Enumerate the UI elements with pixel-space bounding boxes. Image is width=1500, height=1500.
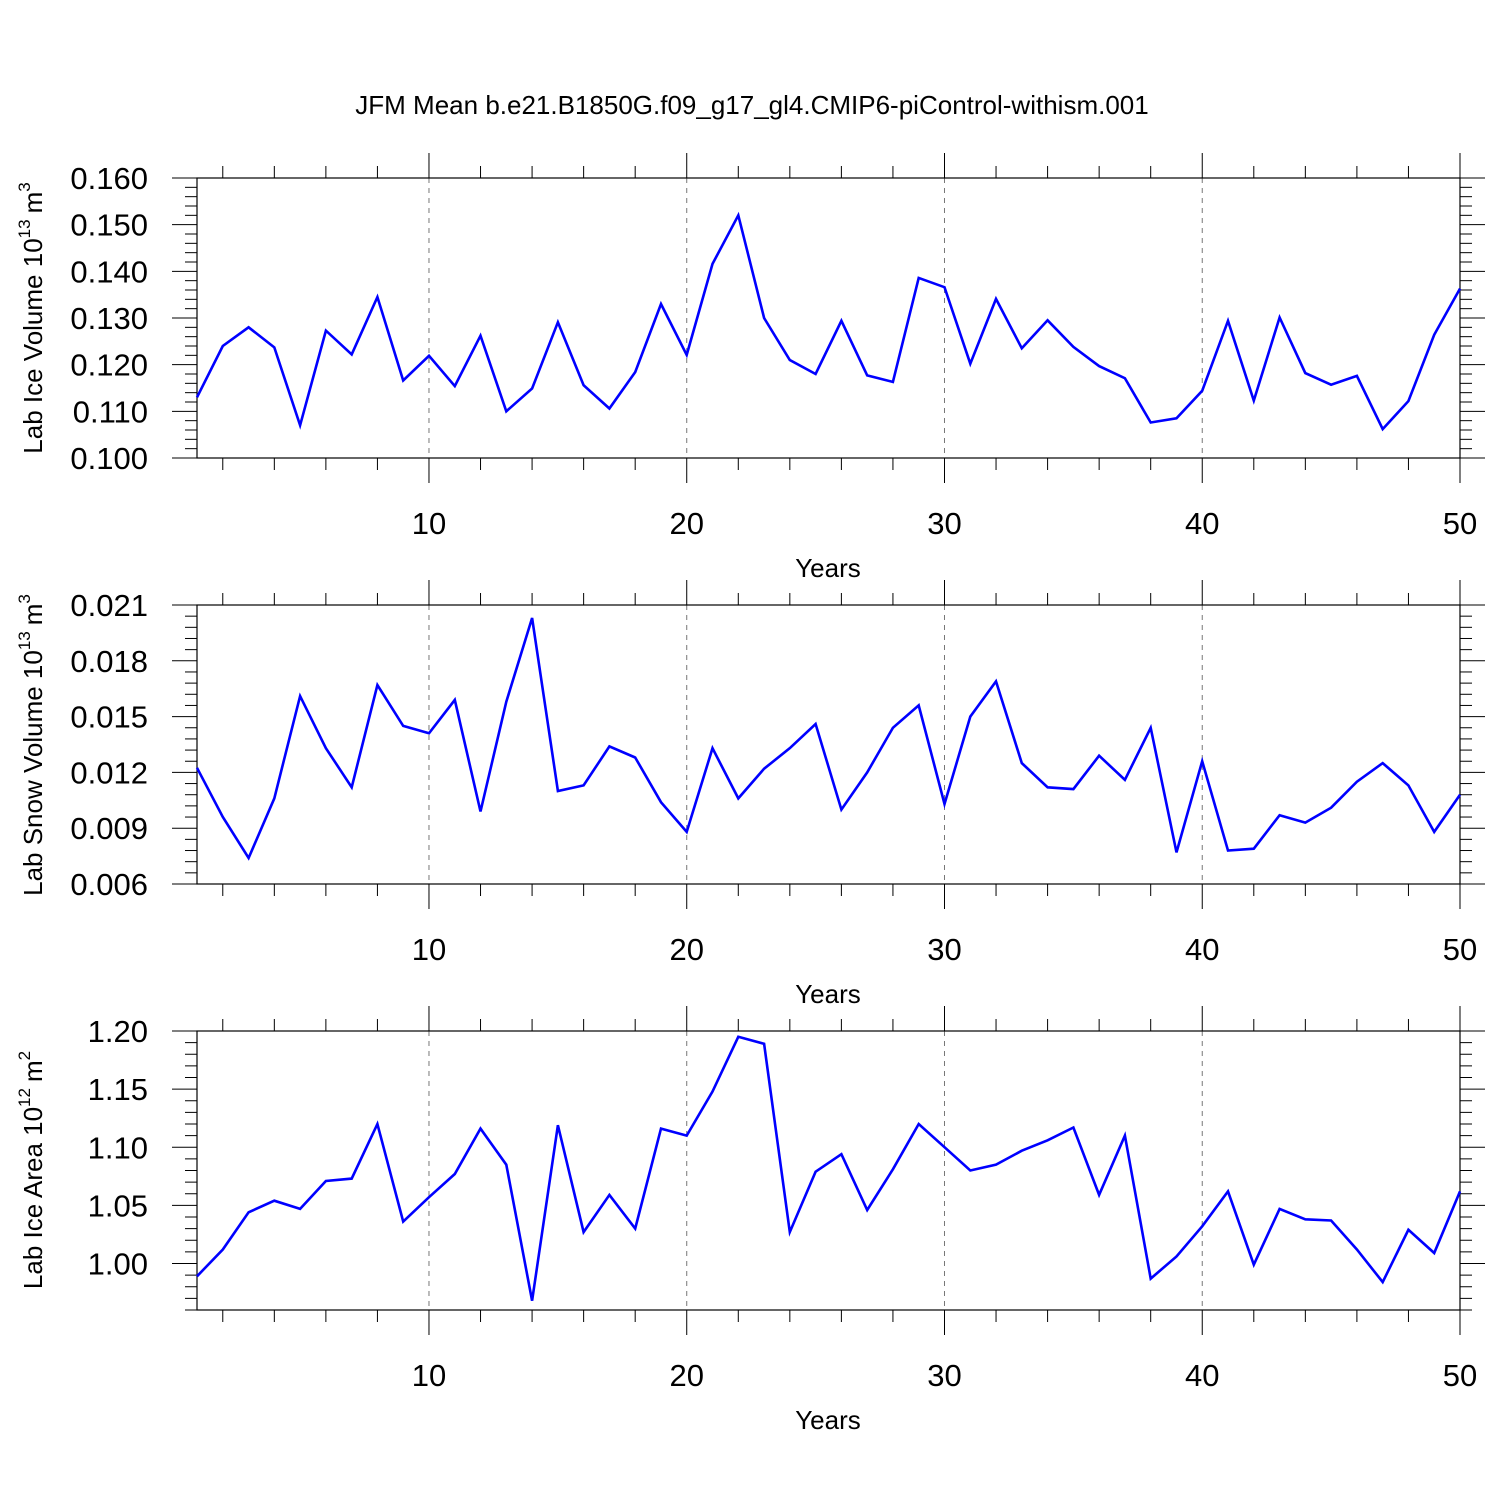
chart-lab-ice-volume-y-axis-label: Lab Ice Volume 1013 m3 [15,182,48,453]
chart-lab-snow-volume-y-tick-label: 0.015 [70,700,148,735]
chart-lab-ice-area-x-tick-label: 50 [1443,1358,1477,1393]
chart-lab-ice-volume-y-axis-label-unit-exponent: 3 [15,182,34,191]
figure-title: JFM Mean b.e21.B1850G.f09_g17_gl4.CMIP6-… [355,90,1148,120]
chart-lab-ice-volume-x-axis-label: Years [795,553,861,583]
chart-lab-ice-volume-y-axis-label-exponent: 13 [15,219,34,238]
chart-lab-snow-volume-y-tick-label: 0.006 [70,867,148,902]
chart-lab-ice-volume-plot-frame [196,177,1461,459]
chart-lab-snow-volume-plot-frame [196,604,1461,885]
chart-lab-snow-volume-y-tick-label: 0.009 [70,811,148,846]
chart-lab-ice-area-x-tick-label: 20 [669,1358,703,1393]
chart-lab-ice-area-y-tick-label: 1.10 [88,1130,148,1165]
chart-lab-ice-area-y-axis-label-unit-exponent: 2 [15,1051,34,1060]
chart-lab-ice-area-y-axis-label-exponent: 12 [15,1088,34,1107]
chart-lab-snow-volume-x-tick-label: 30 [927,932,961,967]
chart-lab-snow-volume-x-tick-label: 40 [1185,932,1219,967]
chart-lab-ice-volume-series-line [195,211,1462,432]
chart-lab-snow-volume-y-axis-label-unit: m [18,604,48,626]
chart-lab-snow-volume-series-line [195,617,1462,861]
chart-lab-ice-volume-y-tick-label: 0.100 [70,441,148,476]
chart-lab-ice-area-x-tick-label: 30 [927,1358,961,1393]
chart-lab-ice-volume-y-axis-label-text: Lab Ice Volume 10 [18,238,48,453]
chart-lab-ice-volume-x-tick-label: 20 [669,506,703,541]
panel-lab-ice-area: 10 20 30 40 50 1.00 1.05 1.10 1.15 1.20 Years Lab I… [15,1006,1485,1435]
chart-lab-snow-volume-x-axis-label: Years [795,979,861,1009]
chart-lab-ice-volume-y-tick-label: 0.140 [70,254,148,289]
panel-lab-ice-volume: 10 20 30 40 50 0.100 0.110 0.120 0.130 0.140 0.150… [15,153,1485,583]
chart-lab-snow-volume-y-tick-label: 0.012 [70,755,148,790]
chart-lab-ice-volume-x-tick-label: 40 [1185,506,1219,541]
chart-lab-ice-volume-y-tick-label: 0.120 [70,348,148,383]
chart-lab-snow-volume-x-tick-label: 50 [1443,932,1477,967]
chart-lab-snow-volume-y-axis-label: Lab Snow Volume 1013 m3 [15,594,48,896]
chart-lab-snow-volume-y-axis-label-exponent: 13 [15,631,34,650]
chart-lab-ice-volume-x-tick-label: 50 [1443,506,1477,541]
chart-lab-ice-volume-y-axis-label-unit: m [18,192,48,214]
chart-lab-ice-area-x-axis-label: Years [795,1405,861,1435]
chart-lab-ice-area-y-axis-label-unit: m [18,1060,48,1082]
chart-lab-ice-area-y-axis-label-text: Lab Ice Area 10 [18,1107,48,1289]
panel-lab-snow-volume: 10 20 30 40 50 0.006 0.009 0.012 0.015 0.018 0.021… [15,580,1485,1009]
chart-lab-ice-area-y-tick-label: 1.20 [88,1014,148,1049]
chart-lab-ice-area-x-tick-label: 40 [1185,1358,1219,1393]
chart-lab-ice-volume-y-tick-label: 0.130 [70,301,148,336]
chart-lab-snow-volume-y-tick-label: 0.018 [70,644,148,679]
chart-lab-ice-area-y-tick-label: 1.05 [88,1188,148,1223]
chart-lab-ice-volume-x-tick-label: 10 [412,506,446,541]
chart-lab-ice-volume-y-tick-label: 0.160 [70,161,148,196]
chart-lab-ice-area-y-axis-label: Lab Ice Area 1012 m2 [15,1051,48,1289]
chart-lab-snow-volume-y-axis-label-text: Lab Snow Volume 10 [18,650,48,896]
chart-lab-ice-volume-x-tick-label: 30 [927,506,961,541]
chart-lab-snow-volume-x-tick-label: 20 [669,932,703,967]
chart-lab-ice-area-series-line [196,1035,1462,1301]
chart-lab-snow-volume-x-tick-label: 10 [412,932,446,967]
chart-lab-ice-area-plot-frame [196,1030,1461,1311]
chart-lab-snow-volume-y-axis-label-unit-exponent: 3 [15,594,34,603]
chart-lab-ice-volume-y-tick-label: 0.150 [70,208,148,243]
chart-lab-ice-volume-y-tick-label: 0.110 [73,394,148,429]
chart-lab-ice-area-x-tick-label: 10 [412,1358,446,1393]
chart-lab-snow-volume-y-tick-label: 0.021 [70,588,148,623]
chart-lab-ice-area-y-tick-label: 1.15 [88,1072,148,1107]
chart-lab-ice-area-y-tick-label: 1.00 [88,1247,148,1282]
